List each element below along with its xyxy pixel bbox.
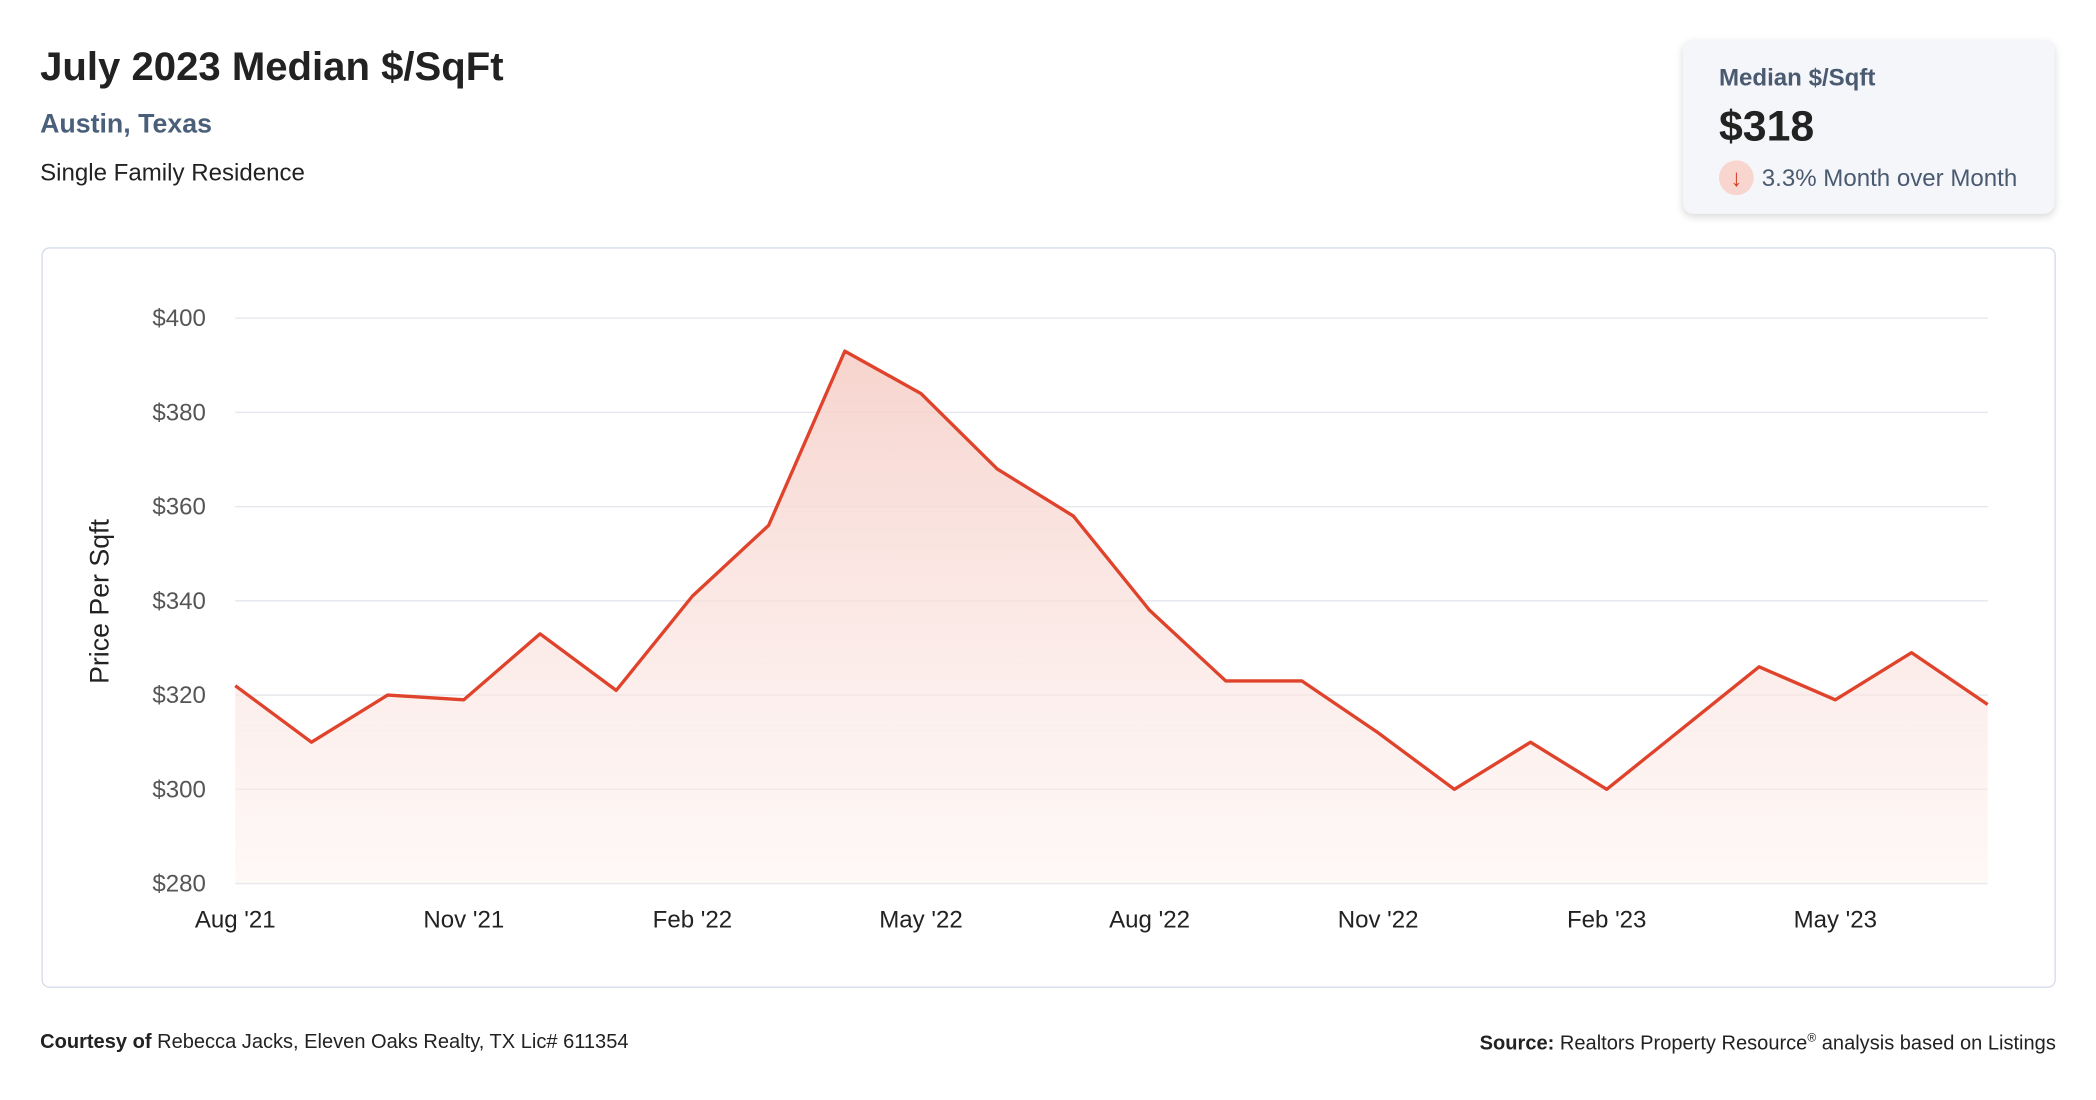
data-point xyxy=(307,738,315,746)
area-fill xyxy=(235,351,1988,884)
registered-mark: ® xyxy=(1807,1030,1817,1044)
data-point xyxy=(1603,785,1611,793)
x-tick-label: Feb '22 xyxy=(653,907,732,934)
data-point xyxy=(612,686,620,694)
card-change: ↓ 3.3% Month over Month xyxy=(1718,160,2018,196)
data-point xyxy=(384,691,392,699)
y-tick-label: $300 xyxy=(152,776,206,803)
data-point xyxy=(1450,785,1458,793)
data-point xyxy=(536,630,544,638)
arrow-down-icon: ↓ xyxy=(1718,160,1754,196)
data-point xyxy=(765,521,773,529)
data-point xyxy=(460,696,468,704)
x-tick-label: Nov '22 xyxy=(1338,907,1419,934)
data-point xyxy=(688,592,696,600)
source-rest: analysis based on Listings xyxy=(1821,1031,2056,1055)
y-tick-label: $400 xyxy=(152,305,206,332)
source-label: Source: xyxy=(1479,1031,1555,1055)
property-type: Single Family Residence xyxy=(40,159,305,186)
source: Source: Realtors Property Resource® anal… xyxy=(1480,1031,2056,1055)
courtesy: Courtesy of Rebecca Jacks, Eleven Oaks R… xyxy=(40,1031,628,1054)
data-point xyxy=(1374,729,1382,737)
x-tick-label: Aug '22 xyxy=(1109,907,1190,934)
y-tick-label: $340 xyxy=(152,588,206,615)
data-point xyxy=(841,347,849,355)
data-point xyxy=(1907,649,1915,657)
x-tick-label: Aug '21 xyxy=(195,907,276,934)
chart-container xyxy=(41,247,2056,988)
data-point xyxy=(1679,724,1687,732)
y-tick-label: $320 xyxy=(152,682,206,709)
y-axis-label: Price Per Sqft xyxy=(84,519,114,684)
change-text: 3.3% Month over Month xyxy=(1761,163,2018,191)
x-tick-label: Nov '21 xyxy=(423,907,504,934)
data-point xyxy=(231,682,239,690)
data-point xyxy=(1146,606,1154,614)
x-tick-label: Feb '23 xyxy=(1567,907,1646,934)
y-tick-label: $360 xyxy=(152,494,206,521)
data-point xyxy=(993,465,1001,473)
data-point xyxy=(1298,677,1306,685)
data-point xyxy=(1831,696,1839,704)
courtesy-text: Rebecca Jacks, Eleven Oaks Realty, TX Li… xyxy=(157,1030,629,1054)
y-tick-label: $280 xyxy=(152,871,206,898)
data-point xyxy=(1222,677,1230,685)
courtesy-label: Courtesy of xyxy=(40,1030,152,1054)
series-line xyxy=(234,349,1989,791)
data-point xyxy=(1527,738,1535,746)
card-value: $318 xyxy=(1718,101,1815,150)
data-point xyxy=(917,390,925,398)
data-point xyxy=(1984,700,1992,708)
summary-card: Median $/Sqft $318 ↓ 3.3% Month over Mon… xyxy=(1682,40,2055,214)
x-tick-label: May '22 xyxy=(879,907,962,934)
card-label: Median $/Sqft xyxy=(1718,64,1876,91)
data-point xyxy=(1069,512,1077,520)
data-point xyxy=(1755,663,1763,671)
source-text: Realtors Property Resource xyxy=(1559,1031,1808,1055)
page-title: July 2023 Median $/SqFt xyxy=(40,45,504,90)
location: Austin, Texas xyxy=(40,109,212,140)
y-tick-label: $380 xyxy=(152,399,206,426)
x-tick-label: May '23 xyxy=(1794,907,1877,934)
